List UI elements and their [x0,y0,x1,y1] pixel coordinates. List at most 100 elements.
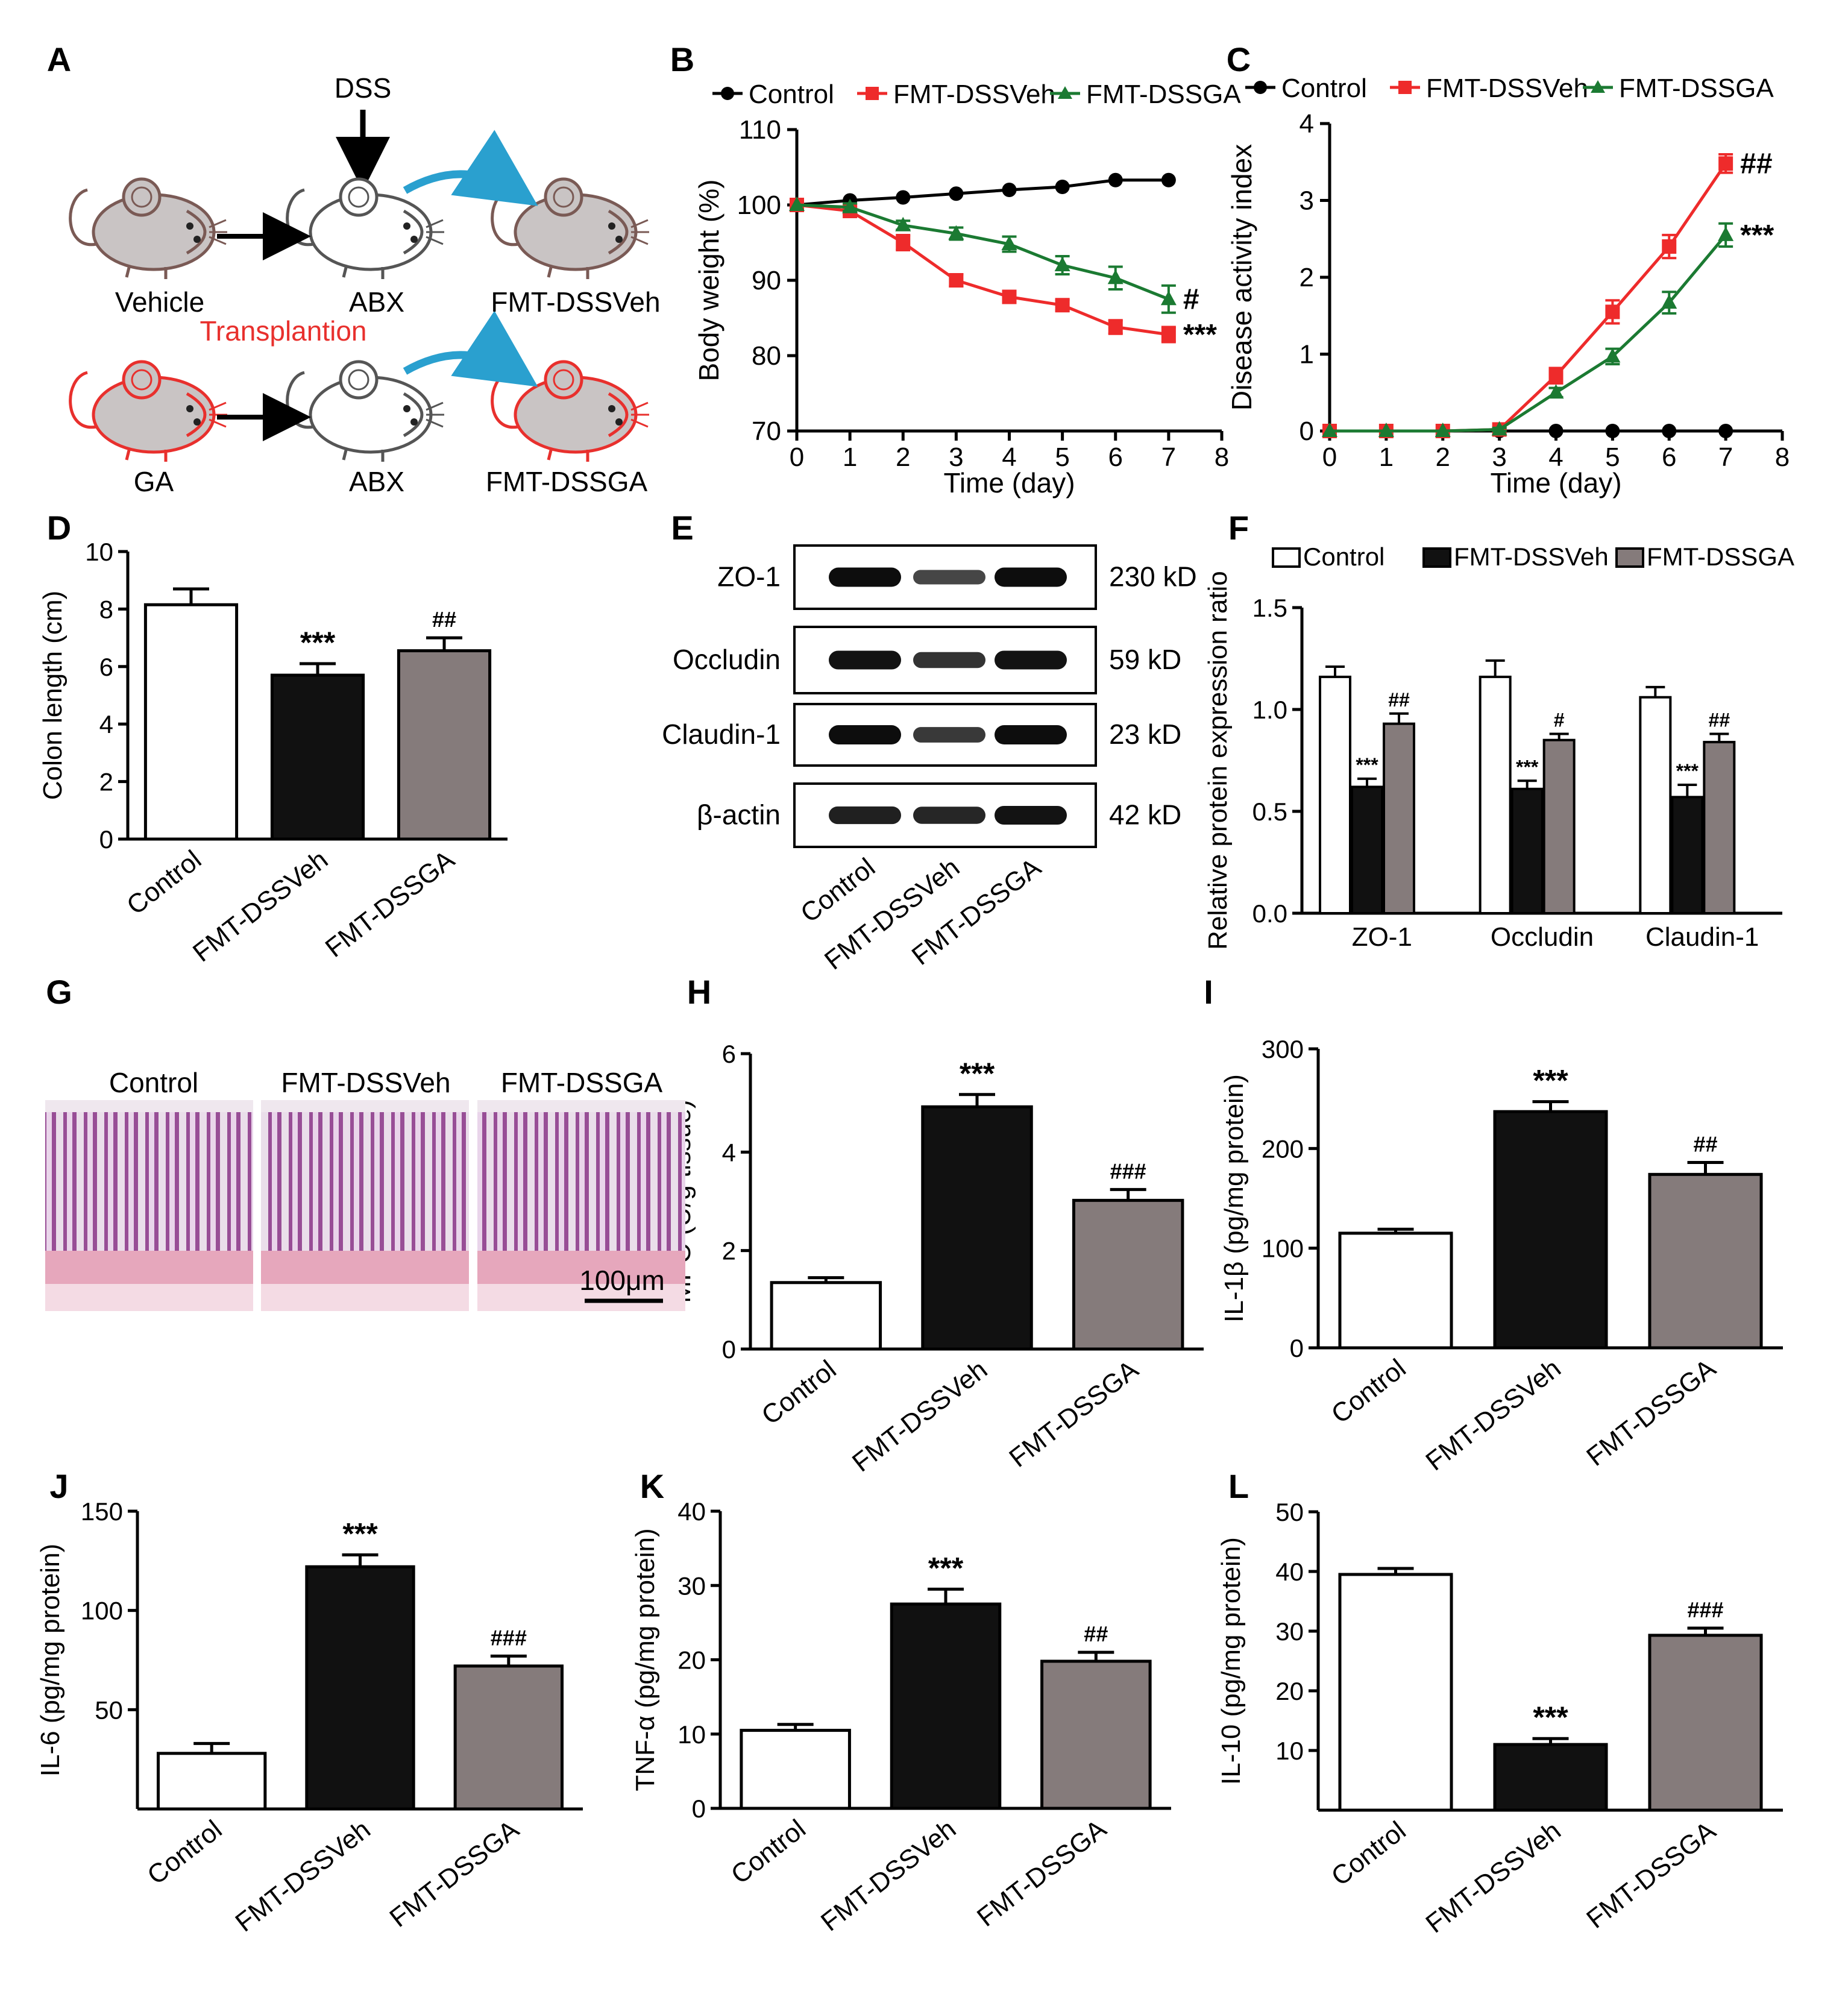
chart-h-mpo: 0246MPO (U/g tissue)Control***FMT-DSSVeh… [667,1040,1204,1477]
mouse-ear [544,177,583,217]
bar-fmt-dssveh [1493,1743,1608,1812]
significance-label: ## [432,607,456,632]
blot-band [995,650,1067,670]
bar-fmt-dssga [1648,1634,1763,1812]
chart-l-il10: 10 20 30 40 50 IL-10 (pg/mg protein) Control **… [1216,1498,1783,1939]
mouse-eye [193,418,201,426]
x-tick-label: FMT-DSSVeh [187,845,333,967]
significance-label: *** [342,1517,378,1550]
panel-letter-i: I [1204,973,1213,1011]
y-tick-label: 300 [1262,1035,1304,1063]
y-axis-label: Body weight (%) [693,180,724,382]
data-point [1435,423,1451,437]
x-tick-label: Control [726,1814,811,1890]
y-axis-label: IL-10 (pg/mg protein) [1216,1537,1246,1785]
bar-fmt-dssga [453,1664,564,1811]
x-tick-label: 0 [1322,442,1337,472]
y-tick-label: 1 [1300,340,1314,370]
panel-letter-j: J [49,1467,68,1505]
y-tick-label: 0 [99,825,113,854]
x-tick-label: ZO-1 [1352,922,1412,952]
y-tick-label: 10 [677,1720,706,1749]
data-point [1662,239,1677,254]
scale-bar-label: 100μm [579,1265,665,1296]
vehicle-mouse-icon [69,177,227,279]
blot-band [913,652,985,668]
y-axis-label: Colon length (cm) [38,591,68,800]
panel-e-western-blot: ZO-1 230 kD Occludin 59 kD Claudin-1 23 kD β-a… [662,544,1197,975]
data-point [1548,368,1564,383]
x-tick-label: Control [142,1814,227,1890]
data-point [1322,423,1337,437]
y-tick-label: 50 [1275,1498,1304,1526]
y-tick-label: 3 [1300,186,1314,216]
y-tick-label: 40 [677,1497,706,1526]
legend-label: Control [1303,543,1384,571]
panel-letter-f: F [1228,509,1249,547]
data-point [789,197,805,211]
mouse-tail [69,188,97,247]
x-tick-label: Control [121,845,207,920]
mouse-legs [547,265,589,279]
data-point [1661,294,1677,309]
series-line-fmt-dssga [1330,234,1727,433]
y-tick-label: 20 [1275,1677,1304,1705]
band-label: Claudin-1 [662,719,781,750]
y-tick-label: 90 [752,266,781,295]
x-tick-label: FMT-DSSVeh [816,1814,961,1937]
panel-letter-g: G [46,973,72,1011]
mouse-ear [122,360,162,400]
y-axis-label: Relative protein expression ratio [1203,571,1233,950]
mouse-whiskers [209,219,227,245]
data-point [1108,319,1123,335]
band-size-label: 59 kD [1109,644,1181,675]
mouse-ear [339,360,379,400]
panel-letter-c: C [1227,40,1251,78]
data-point [1548,384,1564,399]
x-axis-label: Time (day) [943,467,1075,499]
data-point [1491,421,1507,436]
data-point [1161,172,1176,187]
x-tick-label: 0 [790,442,804,472]
mouse-ear-inner [553,369,574,391]
y-axis-label: Disease activity index [1226,144,1257,410]
fmt-dssga-mouse-icon [491,360,649,462]
chart-j-il6: 50 100 150 IL-6 (pg/mg protein) Control *** FM… [36,1497,583,1937]
mouse-whiskers [426,219,444,245]
data-point [1662,424,1677,438]
blot-band [995,805,1067,825]
significance-label: ## [1084,1621,1108,1646]
mouse-whiskers [630,219,649,245]
x-tick-label: 4 [1002,442,1016,472]
x-tick-label: 2 [896,442,910,472]
mouse-eye [186,405,193,412]
mouse-eye [186,222,193,230]
band-label: β-actin [697,799,781,831]
x-tick-label: Control [1326,1353,1412,1429]
data-point [949,186,964,201]
significance-label: *** [1516,756,1539,778]
x-tick-label: 6 [1108,442,1123,472]
x-tick-label: FMT-DSSVeh [1421,1353,1567,1476]
y-tick-label: 80 [752,341,781,371]
blot-band [913,807,985,824]
data-point [1161,327,1176,342]
band-size-label: 23 kD [1109,719,1181,750]
mouse-legs [547,447,589,462]
y-tick-label: 10 [85,538,113,566]
mouse-legs [125,447,168,462]
bar-fmt-dssga [1383,722,1415,915]
x-tick-label: FMT-DSSGA [1004,1354,1144,1473]
fmt-dssveh-label: FMT-DSSVeh [491,286,660,318]
mouse-eye [608,222,615,230]
bar-control [1338,1231,1453,1350]
fmt-dssveh-mouse-icon [491,177,649,279]
y-tick-label: 1.0 [1252,696,1287,724]
x-tick-label: 2 [1436,442,1450,472]
bar-control [1338,1573,1453,1812]
bar-fmt-dssga [1072,1198,1184,1351]
significance-label: ### [491,1625,527,1650]
panel-letter-k: K [640,1467,664,1505]
y-tick-label: 0 [692,1794,706,1823]
y-tick-label: 30 [1275,1617,1304,1646]
